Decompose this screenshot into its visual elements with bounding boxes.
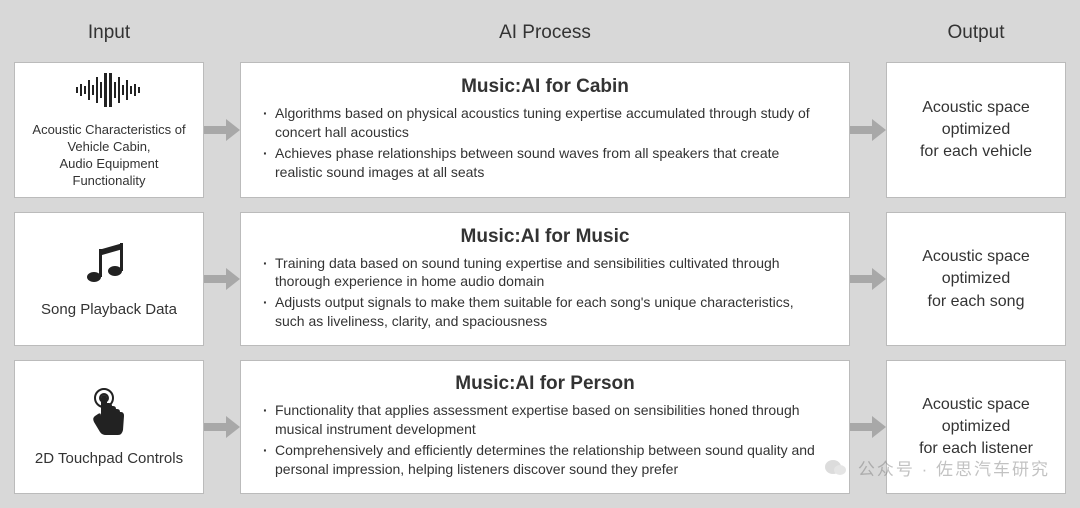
input-label: Song Playback Data	[41, 300, 177, 320]
output-card-person: Acoustic space optimized for each listen…	[886, 360, 1066, 494]
arrow-icon	[850, 212, 886, 346]
process-title: Music:AI for Person	[455, 373, 634, 395]
output-text: Acoustic space optimized for each vehicl…	[920, 97, 1032, 164]
output-card-cabin: Acoustic space optimized for each vehicl…	[886, 62, 1066, 198]
process-bullets: Training data based on sound tuning expe…	[263, 254, 827, 334]
touch-icon	[86, 386, 132, 441]
header-output: Output	[886, 0, 1066, 48]
header-process: AI Process	[240, 0, 850, 48]
arrow-icon	[850, 62, 886, 198]
music-notes-icon	[83, 239, 135, 292]
process-card-cabin: Music:AI for Cabin Algorithms based on p…	[240, 62, 850, 198]
output-text: Acoustic space optimized for each song	[922, 246, 1030, 313]
arrow-icon	[204, 360, 240, 494]
input-card-cabin: Acoustic Characteristics of Vehicle Cabi…	[14, 62, 204, 198]
bullet: Comprehensively and efficiently determin…	[263, 441, 827, 479]
diagram-grid: Input AI Process Output	[0, 0, 1080, 508]
input-card-touch: 2D Touchpad Controls	[14, 360, 204, 494]
bullet: Algorithms based on physical acoustics t…	[263, 104, 827, 142]
soundwave-icon	[74, 71, 144, 114]
process-bullets: Functionality that applies assessment ex…	[263, 401, 827, 481]
bullet: Achieves phase relationships between sou…	[263, 144, 827, 182]
process-card-person: Music:AI for Person Functionality that a…	[240, 360, 850, 494]
arrow-icon	[204, 62, 240, 198]
input-label: 2D Touchpad Controls	[35, 449, 183, 469]
bullet: Training data based on sound tuning expe…	[263, 254, 827, 292]
process-title: Music:AI for Cabin	[461, 76, 629, 98]
bullet: Adjusts output signals to make them suit…	[263, 293, 827, 331]
input-label: Acoustic Characteristics of Vehicle Cabi…	[25, 122, 193, 190]
process-bullets: Algorithms based on physical acoustics t…	[263, 104, 827, 184]
process-card-music: Music:AI for Music Training data based o…	[240, 212, 850, 346]
input-card-music: Song Playback Data	[14, 212, 204, 346]
bullet: Functionality that applies assessment ex…	[263, 401, 827, 439]
arrow-icon	[204, 212, 240, 346]
arrow-icon	[850, 360, 886, 494]
output-text: Acoustic space optimized for each listen…	[919, 394, 1033, 461]
header-input: Input	[14, 0, 204, 48]
output-card-music: Acoustic space optimized for each song	[886, 212, 1066, 346]
process-title: Music:AI for Music	[461, 226, 630, 248]
